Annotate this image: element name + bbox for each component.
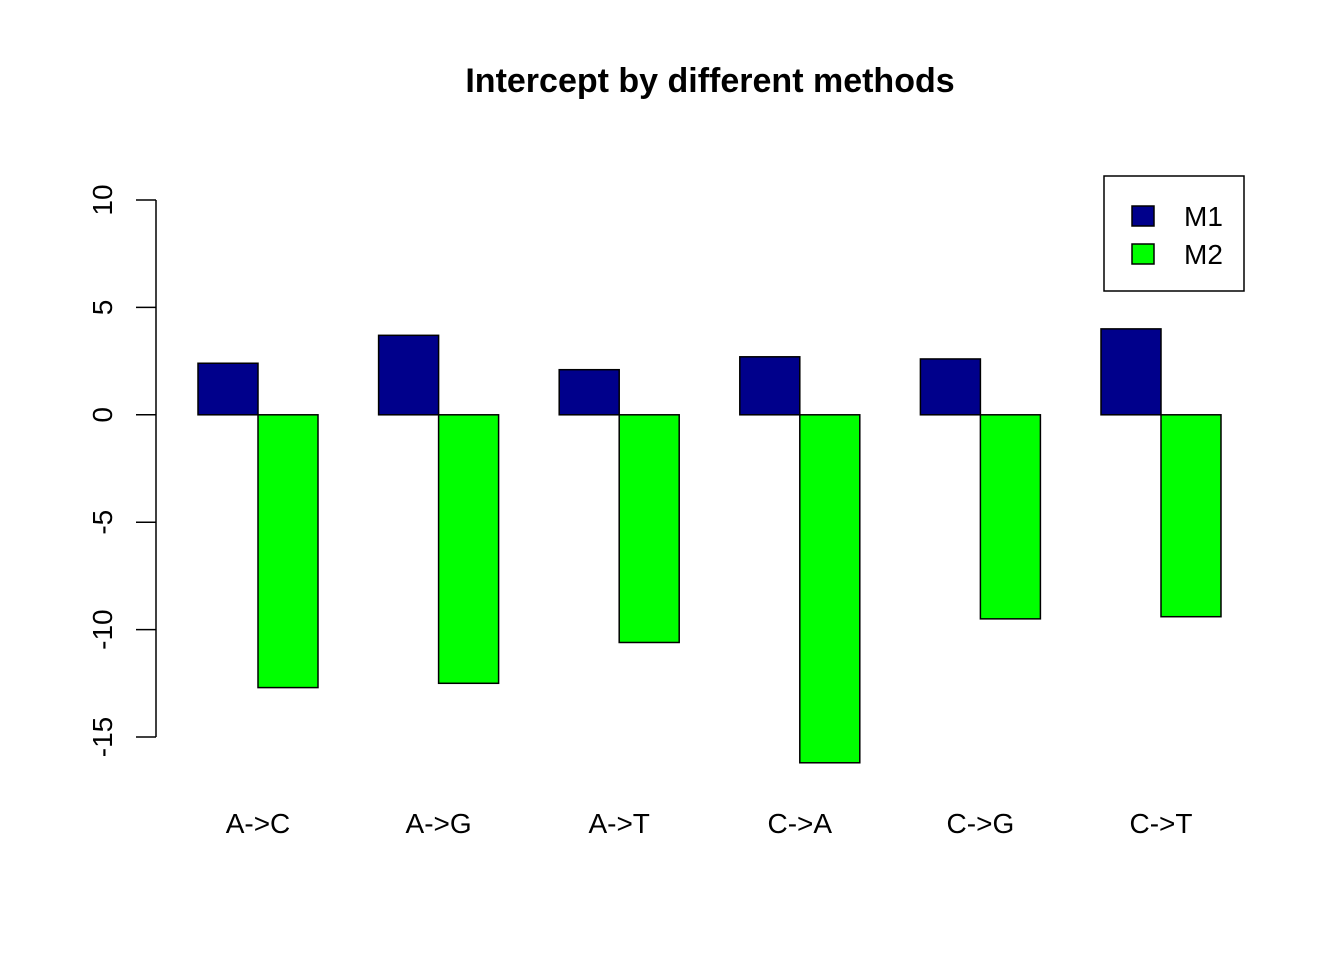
bar-m1-0 bbox=[197, 362, 259, 416]
bar-m2-3 bbox=[799, 414, 861, 764]
bar-m1-5 bbox=[1100, 328, 1162, 416]
bar-m2-2 bbox=[618, 414, 680, 644]
legend-label-m2: M2 bbox=[1184, 239, 1223, 270]
bar-m1-3 bbox=[739, 356, 801, 416]
bar-m2-1 bbox=[437, 414, 500, 685]
chart-title: Intercept by different methods bbox=[465, 62, 954, 100]
legend-box bbox=[1103, 175, 1245, 292]
x-tick-label: A->T bbox=[588, 808, 649, 839]
bar-m1-4 bbox=[919, 358, 982, 416]
legend-swatch-m1 bbox=[1131, 205, 1155, 227]
x-tick-label: C->A bbox=[768, 808, 833, 839]
y-tick-label: 0 bbox=[87, 407, 118, 423]
legend-label-m1: M1 bbox=[1184, 201, 1223, 232]
y-tick-label: -5 bbox=[87, 510, 118, 535]
bars bbox=[197, 328, 1222, 764]
y-tick-label: 10 bbox=[87, 184, 118, 215]
y-axis: -15 -10 -5 0 5 10 bbox=[87, 184, 157, 757]
x-axis-labels: A->C A->G A->T C->A C->G C->T bbox=[226, 808, 1193, 839]
bar-m2-5 bbox=[1160, 414, 1222, 618]
x-tick-label: C->T bbox=[1130, 808, 1193, 839]
bar-m2-4 bbox=[979, 414, 1042, 620]
y-tick-label: -10 bbox=[87, 609, 118, 649]
bar-m1-2 bbox=[558, 368, 620, 416]
x-tick-label: A->C bbox=[226, 808, 291, 839]
legend-swatch-m2 bbox=[1131, 243, 1155, 265]
bar-m1-1 bbox=[377, 334, 440, 416]
y-tick-label: 5 bbox=[87, 300, 118, 316]
y-tick-label: -15 bbox=[87, 717, 118, 757]
x-tick-label: C->G bbox=[947, 808, 1015, 839]
x-tick-label: A->G bbox=[406, 808, 472, 839]
bar-m2-0 bbox=[257, 414, 319, 689]
